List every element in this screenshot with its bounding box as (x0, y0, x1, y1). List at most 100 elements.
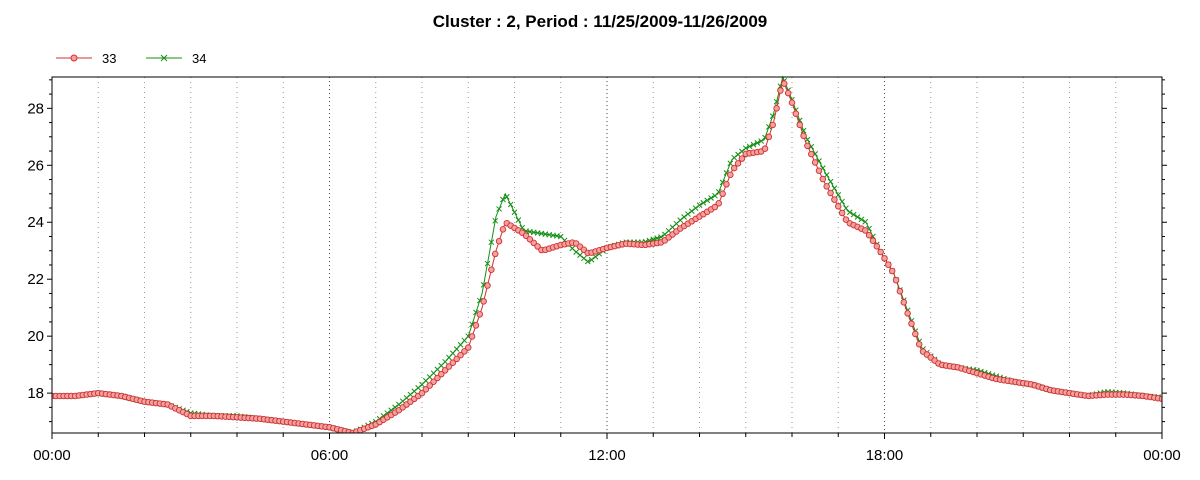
data-point-34 (692, 205, 699, 211)
data-point-33 (468, 333, 476, 340)
legend-marker-33 (70, 54, 78, 62)
data-point-33 (777, 87, 784, 94)
y-tick-label: 18 (27, 385, 44, 402)
data-point-34 (839, 198, 845, 205)
data-point-34 (858, 216, 865, 223)
data-point-33 (861, 227, 869, 234)
data-point-33 (792, 110, 800, 117)
data-point-33 (530, 239, 538, 247)
data-point-33 (811, 159, 819, 166)
data-point-33 (831, 196, 838, 203)
data-point-34 (484, 260, 491, 267)
data-point-33 (877, 248, 884, 256)
data-point-34 (584, 258, 591, 265)
legend-marker-34 (160, 54, 168, 62)
data-point-34 (846, 209, 853, 216)
x-tick-label: 00:00 (33, 447, 71, 464)
data-point-33 (526, 236, 534, 243)
data-point-33 (915, 340, 923, 348)
data-point-33 (426, 382, 433, 389)
legend-label-34: 34 (192, 51, 206, 66)
data-point-34 (700, 199, 707, 206)
data-point-33 (781, 80, 788, 87)
data-point-33 (488, 266, 495, 273)
data-point-33 (838, 209, 846, 217)
data-point-33 (865, 231, 873, 239)
data-point-33 (499, 226, 507, 233)
x-tick-label: 18:00 (866, 447, 904, 464)
data-point-33 (912, 330, 919, 338)
data-point-33 (823, 183, 830, 190)
data-point-34 (511, 209, 518, 216)
data-point-34 (503, 193, 510, 200)
axes: 00:00 06:00 12:00 18:00 00:00 18 20 22 24 26 28 (27, 76, 1181, 464)
data-point-33 (815, 167, 823, 174)
data-point-34 (500, 196, 506, 203)
data-point-34 (754, 140, 761, 146)
series-33 (52, 78, 1162, 433)
data-point-33 (892, 276, 900, 284)
data-point-34 (827, 178, 834, 185)
data-point-33 (418, 389, 426, 397)
data-point-33 (730, 164, 738, 172)
data-point-33 (711, 203, 719, 211)
data-point-34 (588, 256, 595, 263)
data-point-34 (862, 218, 869, 225)
data-point-34 (831, 185, 838, 192)
data-point-33 (522, 232, 530, 240)
x-tick-label: 12:00 (588, 447, 626, 464)
data-point-34 (750, 141, 757, 148)
data-point-33 (484, 282, 491, 289)
data-point-33 (461, 348, 468, 355)
y-tick-label: 24 (27, 214, 44, 231)
data-point-33 (761, 145, 769, 152)
data-point-34 (496, 206, 502, 212)
series-layer (52, 75, 1162, 433)
data-point-34 (850, 211, 857, 218)
data-point-33 (495, 237, 503, 245)
data-point-33 (430, 378, 437, 385)
data-point-34 (704, 197, 711, 204)
data-point-33 (800, 132, 807, 140)
data-point-33 (765, 133, 773, 141)
data-point-33 (472, 322, 480, 329)
data-point-33 (788, 99, 796, 106)
data-point-33 (480, 298, 487, 305)
data-point-33 (835, 203, 842, 210)
data-point-33 (457, 351, 464, 359)
data-point-33 (881, 255, 888, 262)
data-point-33 (441, 367, 449, 374)
data-point-34 (592, 253, 599, 260)
data-point-33 (904, 310, 911, 317)
data-point-33 (449, 359, 457, 366)
data-point-33 (727, 171, 734, 179)
data-point-33 (784, 89, 792, 97)
data-point-33 (476, 311, 484, 318)
data-point-33 (534, 243, 541, 250)
data-point-34 (746, 143, 753, 150)
legend: 33 34 (56, 51, 206, 66)
y-tick-label: 28 (27, 100, 44, 117)
x-tick-label: 06:00 (311, 447, 349, 464)
data-point-33 (734, 160, 742, 167)
data-point-34 (727, 160, 734, 167)
chart-title: Cluster : 2, Period : 11/25/2009-11/26/2… (432, 12, 768, 31)
data-point-33 (796, 121, 803, 129)
data-point-33 (422, 386, 430, 393)
data-point-33 (808, 150, 815, 158)
x-tick-label: 00:00 (1143, 447, 1181, 464)
data-point-33 (465, 344, 472, 351)
data-point-34 (654, 235, 660, 242)
data-point-33 (769, 121, 776, 129)
data-point-34 (685, 211, 691, 217)
data-point-33 (842, 216, 850, 223)
data-point-33 (869, 237, 877, 245)
data-point-34 (708, 195, 714, 201)
data-point-33 (445, 363, 453, 370)
data-point-33 (908, 320, 915, 327)
grid (97, 77, 1117, 433)
data-point-34 (823, 172, 830, 178)
y-tick-label: 22 (27, 271, 44, 288)
data-point-34 (488, 239, 495, 246)
